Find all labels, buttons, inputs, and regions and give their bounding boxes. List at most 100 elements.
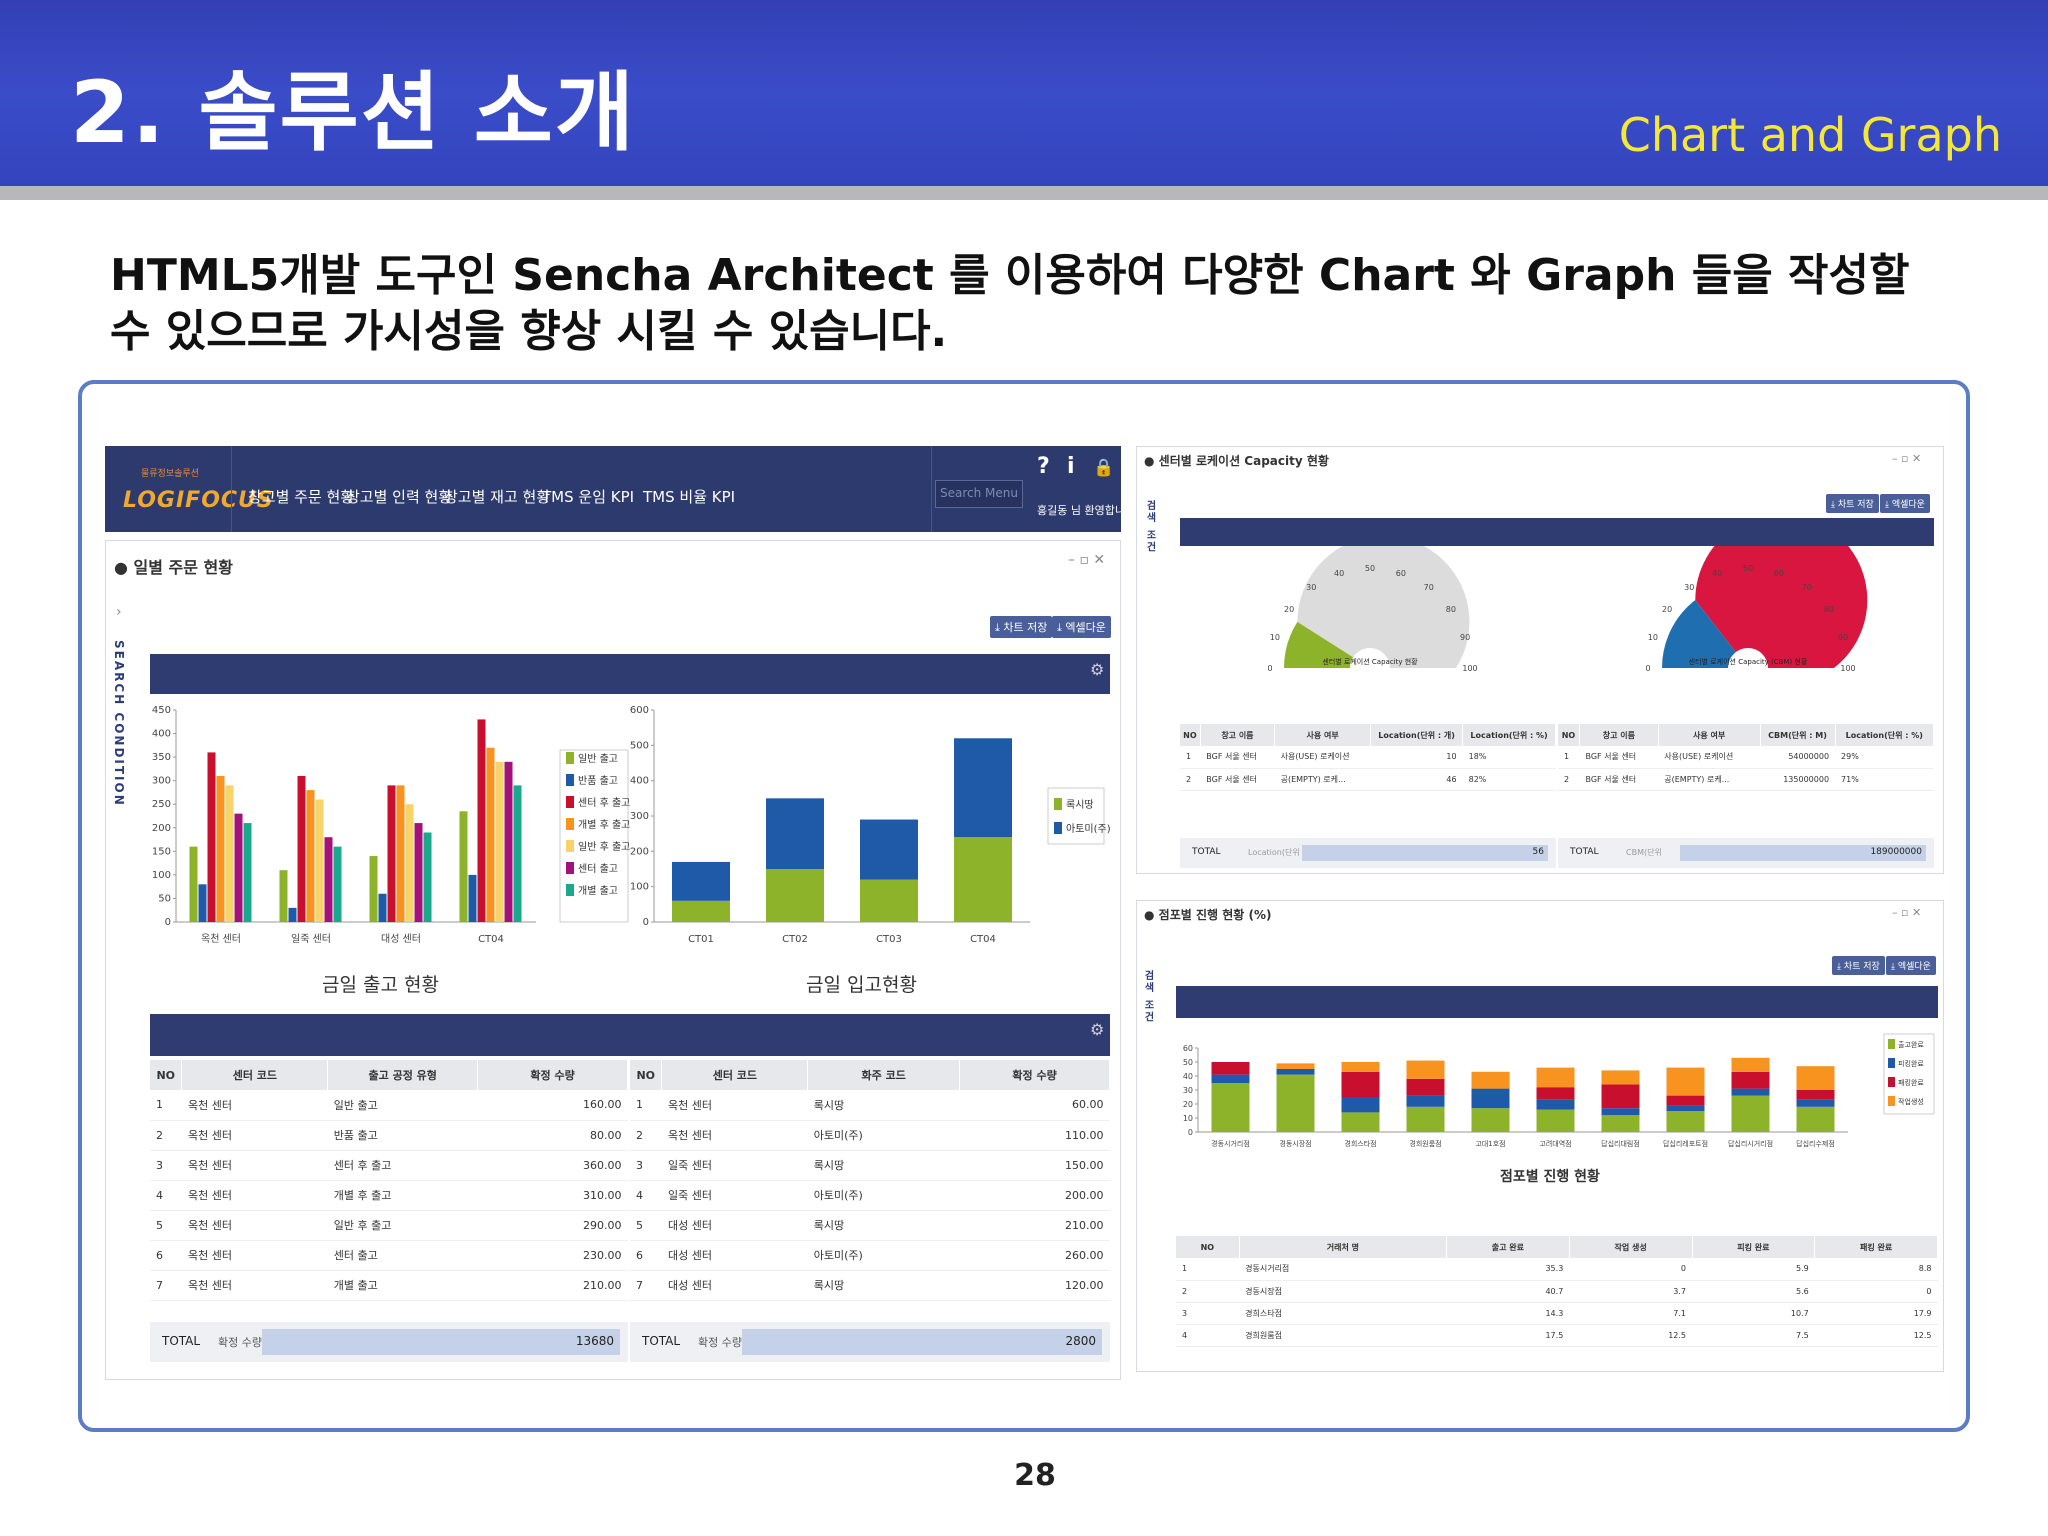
gauge-title: 센터별 로케이션 Capacity (CBM) 현황 <box>1689 657 1808 666</box>
table-row[interactable]: 5 대성 센터 록시땅 210.00 <box>630 1210 1110 1241</box>
table-cell: 7.5 <box>1692 1324 1815 1347</box>
table-row[interactable]: 6 옥천 센터 센터 출고 230.00 <box>150 1240 628 1271</box>
table-row[interactable]: 4 경희원룸점 17.5 12.5 7.5 12.5 <box>1176 1324 1938 1347</box>
col-header[interactable]: 센터 코드 <box>661 1060 809 1090</box>
bar-피킹완료 <box>1666 1105 1705 1111</box>
table-row[interactable]: 2 옥천 센터 아토미(주) 110.00 <box>630 1120 1110 1151</box>
table-row[interactable]: 3 경희스타점 14.3 7.1 10.7 17.9 <box>1176 1302 1938 1325</box>
table-row[interactable]: 1 경동시거리점 35.3 0 5.9 8.8 <box>1176 1258 1938 1281</box>
chart-save-button[interactable]: ⤓ 차트 저장 <box>1832 956 1885 975</box>
legend-box <box>1047 787 1105 845</box>
table-row[interactable]: 2 경동시장점 40.7 3.7 5.6 0 <box>1176 1280 1938 1303</box>
bar-일반 출고 <box>189 846 198 922</box>
col-header[interactable]: 출고 완료 <box>1446 1236 1570 1258</box>
table-row[interactable]: 1 BGF 서울 센터 사용(USE) 로케이션 54000000 29% <box>1558 746 1934 769</box>
panel-window-controls[interactable]: – ▫ ✕ <box>1892 906 1922 919</box>
nav-item-tms-ratio[interactable]: TMS 비율 KPI <box>643 488 736 506</box>
table-cell: 3.7 <box>1569 1280 1692 1303</box>
search-condition-toggle[interactable]: SEARCH CONDITION <box>112 640 126 807</box>
info-icon[interactable]: i <box>1067 454 1075 479</box>
bar-패킹완료 <box>1536 1087 1575 1100</box>
nav-item-stock[interactable]: 창고별 재고 현황 <box>444 488 551 506</box>
col-header[interactable]: 사용 여부 <box>1274 724 1372 746</box>
col-header[interactable]: 확정 수량 <box>959 1060 1110 1090</box>
table-cell: 230.00 <box>477 1240 628 1271</box>
table-gear-icon[interactable]: ⚙ <box>1090 1020 1105 1039</box>
table-row[interactable]: 4 옥천 센터 개별 후 출고 310.00 <box>150 1180 628 1211</box>
table-cell: 5.6 <box>1692 1280 1815 1303</box>
table-cell: 개별 출고 <box>327 1270 478 1301</box>
nav-item-order[interactable]: 창고별 주문 현황 <box>248 488 355 506</box>
col-header[interactable]: Location(단위 : 개) <box>1370 724 1464 746</box>
excel-download-button[interactable]: ⤓ 엑셀다운 <box>1886 956 1936 975</box>
table-row[interactable]: 2 BGF 서울 센터 공(EMPTY) 로케... 135000000 71% <box>1558 768 1934 791</box>
col-header[interactable]: Location(단위 : %) <box>1462 724 1556 746</box>
table-row[interactable]: 1 옥천 센터 일반 출고 160.00 <box>150 1090 628 1121</box>
table-cell: 경동시장점 <box>1239 1280 1447 1303</box>
nav-item-tms-fare[interactable]: TMS 운임 KPI <box>542 488 635 506</box>
table-row[interactable]: 7 대성 센터 록시땅 120.00 <box>630 1270 1110 1301</box>
table-row[interactable]: 3 옥천 센터 센터 후 출고 360.00 <box>150 1150 628 1181</box>
y-tick-label: 10 <box>1183 1114 1193 1123</box>
col-header[interactable]: 거래처 명 <box>1239 1236 1448 1258</box>
col-header[interactable]: CBM(단위 : M) <box>1760 724 1836 746</box>
col-header[interactable]: NO <box>1180 724 1201 746</box>
table-row[interactable]: 2 BGF 서울 센터 공(EMPTY) 로케... 46 82% <box>1180 768 1556 791</box>
legend-swatch <box>566 818 574 830</box>
logo-tagline: 물류정보솔루션 <box>141 469 199 479</box>
chart-save-button[interactable]: ⤓ 차트 저장 <box>1826 494 1879 513</box>
col-header[interactable]: Location(단위 : %) <box>1835 724 1935 746</box>
col-header[interactable]: 패킹 완료 <box>1814 1236 1938 1258</box>
help-icon[interactable]: ? <box>1037 454 1050 479</box>
col-header[interactable]: 창고 이름 <box>1200 724 1276 746</box>
col-header[interactable]: 센터 코드 <box>181 1060 329 1090</box>
excel-download-button[interactable]: ⤓ 엑셀다운 <box>1052 616 1111 638</box>
col-header[interactable]: 사용 여부 <box>1658 724 1761 746</box>
table-cell: 310.00 <box>477 1180 628 1211</box>
bar-작업생성 <box>1666 1067 1705 1096</box>
table-row[interactable]: 4 일죽 센터 아토미(주) 200.00 <box>630 1180 1110 1211</box>
table-cell: 대성 센터 <box>661 1270 808 1301</box>
excel-download-button[interactable]: ⤓ 엑셀다운 <box>1880 494 1930 513</box>
col-header[interactable]: NO <box>1176 1236 1240 1258</box>
col-header[interactable]: 창고 이름 <box>1579 724 1659 746</box>
app-logo[interactable]: LOGIFOCUS <box>123 488 274 513</box>
table-cell: 1 <box>1558 746 1580 769</box>
chart-save-button[interactable]: ⤓ 차트 저장 <box>990 616 1053 638</box>
x-tick-label: CT02 <box>782 934 808 945</box>
table-row[interactable]: 1 옥천 센터 록시땅 60.00 <box>630 1090 1110 1121</box>
bar-록시땅 <box>954 837 1012 922</box>
col-header[interactable]: 피킹 완료 <box>1692 1236 1816 1258</box>
table-row[interactable]: 7 옥천 센터 개별 출고 210.00 <box>150 1270 628 1301</box>
toolbar-gear-icon[interactable]: ⚙ <box>1090 660 1105 679</box>
col-header[interactable]: 출고 공정 유형 <box>327 1060 479 1090</box>
table-row[interactable]: 5 옥천 센터 일반 후 출고 290.00 <box>150 1210 628 1241</box>
search-condition-toggle[interactable]: 검색 조건 <box>1142 970 1153 1024</box>
col-header[interactable]: NO <box>630 1060 663 1090</box>
search-condition-toggle[interactable]: 검색 조건 <box>1144 500 1155 554</box>
bar-개별 출고 <box>423 832 432 922</box>
expand-chevron-icon[interactable]: › <box>116 604 122 620</box>
legend-swatch <box>1888 1096 1895 1106</box>
panel-window-controls[interactable]: – ▫ ✕ <box>1892 452 1922 465</box>
table-row[interactable]: 6 대성 센터 아토미(주) 260.00 <box>630 1240 1110 1271</box>
col-header[interactable]: 화주 코드 <box>807 1060 961 1090</box>
slide-description: HTML5개발 도구인 Sencha Architect 를 이용하여 다양한 … <box>110 248 1909 360</box>
table-row[interactable]: 2 옥천 센터 반품 출고 80.00 <box>150 1120 628 1151</box>
gauge-tick-label: 50 <box>1743 564 1753 573</box>
lock-icon[interactable]: 🔒 <box>1093 458 1115 478</box>
table-row[interactable]: 1 BGF 서울 센터 사용(USE) 로케이션 10 18% <box>1180 746 1556 769</box>
capacity-location-total: TOTAL Location(단위 56 <box>1180 838 1556 868</box>
table-cell: 82% <box>1462 768 1556 791</box>
col-header[interactable]: 확정 수량 <box>477 1060 628 1090</box>
col-header[interactable]: NO <box>1558 724 1580 746</box>
panel-window-controls[interactable]: – ▫ ✕ <box>1068 552 1106 568</box>
total-value-box <box>1302 845 1548 861</box>
col-header[interactable]: NO <box>150 1060 183 1090</box>
x-tick-label: 일죽 센터 <box>291 933 331 945</box>
search-menu-input[interactable]: Search Menu <box>935 480 1023 508</box>
col-header[interactable]: 작업 생성 <box>1569 1236 1693 1258</box>
nav-item-staff[interactable]: 창고별 인력 현황 <box>346 488 453 506</box>
table-row[interactable]: 3 일죽 센터 록시땅 150.00 <box>630 1150 1110 1181</box>
gauge-tick-label: 100 <box>1840 664 1855 673</box>
